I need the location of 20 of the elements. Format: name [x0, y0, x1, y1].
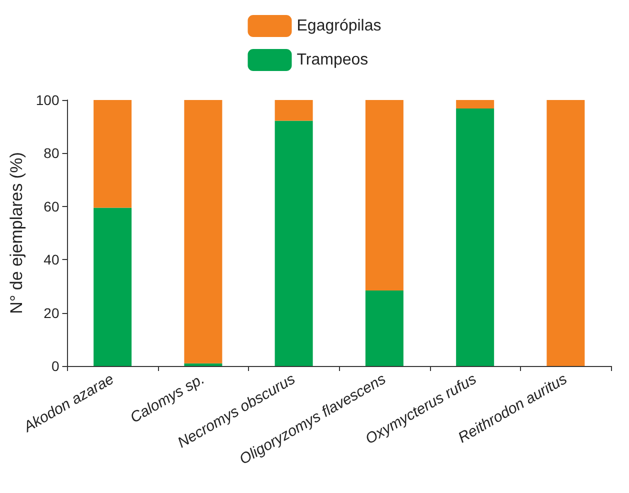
bar: [546, 100, 585, 366]
bar: [274, 100, 313, 121]
legend-label: Egagrópilas: [296, 18, 382, 34]
y-tick-label: 20: [44, 304, 60, 321]
y-tick-label: 100: [36, 92, 60, 108]
bar: [456, 100, 494, 109]
y-tick-label: 40: [44, 252, 60, 268]
legend-label: Trampeos: [296, 52, 368, 68]
bar: [94, 208, 132, 366]
bar: [365, 290, 404, 366]
bar: [456, 108, 494, 366]
bar: [184, 100, 222, 364]
bar: [274, 120, 313, 366]
bar: [94, 100, 132, 208]
y-tick-label: 0: [51, 358, 60, 374]
y-tick-label: 80: [44, 145, 60, 162]
bar: [184, 363, 222, 366]
bar: [365, 100, 404, 290]
y-axis-title: N° de ejemplares (%): [7, 152, 26, 314]
y-tick-label: 60: [44, 198, 60, 214]
